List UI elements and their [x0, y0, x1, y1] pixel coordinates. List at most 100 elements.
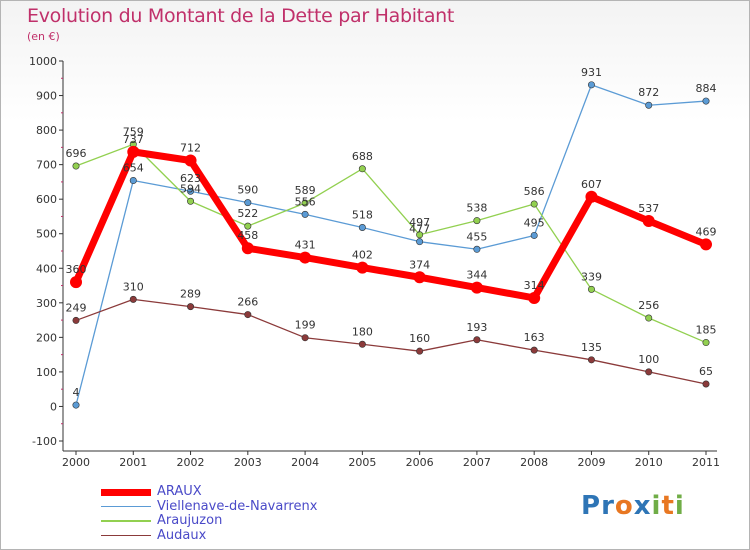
data-point: [129, 177, 137, 185]
logo-letter: t: [661, 491, 675, 521]
y-tick-label: 500: [36, 228, 57, 241]
data-label: 458: [237, 229, 258, 242]
data-point: [301, 199, 309, 207]
y-tick-label: 0: [50, 400, 57, 413]
legend-label: ARAUX: [157, 484, 202, 499]
data-point: [700, 238, 712, 251]
data-point: [416, 231, 424, 239]
data-point: [358, 224, 366, 232]
data-label: 477: [409, 223, 430, 236]
data-point: [528, 291, 541, 304]
data-point: [301, 334, 309, 342]
data-label: 310: [123, 280, 144, 293]
y-tick-label: -100: [32, 435, 57, 448]
logo-letter: o: [614, 491, 634, 521]
data-label: 607: [581, 178, 602, 191]
data-point: [129, 295, 137, 303]
data-point: [587, 81, 595, 89]
data-label: 497: [409, 216, 430, 229]
x-tick-label: 2004: [291, 456, 319, 469]
data-point: [702, 339, 710, 347]
data-point: [530, 346, 538, 354]
data-label: 199: [295, 319, 316, 332]
y-tick-label: 100: [36, 366, 57, 379]
data-point: [244, 222, 252, 230]
legend-label: Audaux: [157, 527, 207, 543]
data-point: [702, 97, 710, 105]
data-point: [301, 210, 309, 218]
data-label: 538: [466, 202, 487, 215]
chart-title: Evolution du Montant de la Dette par Hab…: [27, 5, 455, 27]
data-label: 249: [66, 301, 87, 314]
x-tick-label: 2008: [520, 456, 548, 469]
data-label: 537: [638, 202, 659, 215]
data-point: [244, 311, 252, 319]
x-tick-label: 2010: [635, 456, 663, 469]
proxiti-logo: Proxiti: [581, 491, 685, 521]
legend-label: Araujuzon: [157, 513, 223, 528]
data-point: [70, 276, 82, 289]
data-label: 495: [524, 216, 545, 229]
y-tick-label: 1000: [29, 55, 57, 68]
legend-swatch: [101, 520, 151, 522]
data-label: 402: [352, 249, 373, 262]
data-point: [473, 217, 481, 225]
data-label: 884: [696, 82, 717, 95]
data-point: [72, 401, 80, 409]
legend-swatch: [101, 505, 151, 508]
data-label: 314: [524, 279, 545, 292]
x-tick-label: 2003: [234, 456, 262, 469]
y-tick-label: 800: [36, 124, 57, 137]
y-tick-label: 700: [36, 159, 57, 172]
data-point: [470, 281, 483, 294]
y-tick-label: 900: [36, 90, 57, 103]
x-tick-label: 2001: [119, 456, 147, 469]
data-label: 872: [638, 86, 659, 99]
data-point: [645, 368, 653, 376]
data-label: 696: [66, 147, 87, 160]
data-label: 623: [180, 172, 201, 185]
data-point: [244, 199, 252, 207]
data-point: [416, 347, 424, 355]
data-label: 590: [237, 184, 258, 197]
data-point: [585, 190, 598, 203]
data-point: [358, 340, 366, 348]
data-point: [72, 162, 80, 170]
data-point: [530, 200, 538, 208]
data-point: [473, 245, 481, 253]
series-line-araux: [72, 148, 708, 302]
data-label: 931: [581, 66, 602, 79]
data-label: 339: [581, 270, 602, 283]
legend-swatch: [101, 488, 151, 496]
data-point: [645, 314, 653, 322]
data-label: 455: [466, 230, 487, 243]
x-tick-label: 2011: [692, 456, 720, 469]
logo-letter: r: [601, 491, 615, 521]
data-label: 360: [66, 263, 87, 276]
data-point: [187, 303, 195, 311]
data-point: [702, 380, 710, 388]
data-point: [642, 214, 655, 227]
data-point: [645, 101, 653, 109]
series-line-araujuzon: [75, 143, 707, 344]
data-point: [184, 154, 197, 167]
data-point: [587, 356, 595, 364]
data-label: 100: [638, 353, 659, 366]
data-label: 522: [237, 207, 258, 220]
data-point: [416, 238, 424, 246]
data-label: 193: [466, 321, 487, 334]
data-label: 160: [409, 332, 430, 345]
x-tick-label: 2000: [62, 456, 90, 469]
series-line-audaux: [75, 298, 707, 385]
data-point: [473, 336, 481, 344]
logo-letter: i: [674, 491, 685, 521]
data-label: 556: [295, 195, 316, 208]
data-point: [587, 285, 595, 293]
data-label: 737: [123, 133, 144, 146]
x-tick-label: 2002: [177, 456, 205, 469]
data-label: 266: [237, 296, 258, 309]
data-label: 4: [73, 386, 80, 399]
x-tick-label: 2006: [406, 456, 434, 469]
